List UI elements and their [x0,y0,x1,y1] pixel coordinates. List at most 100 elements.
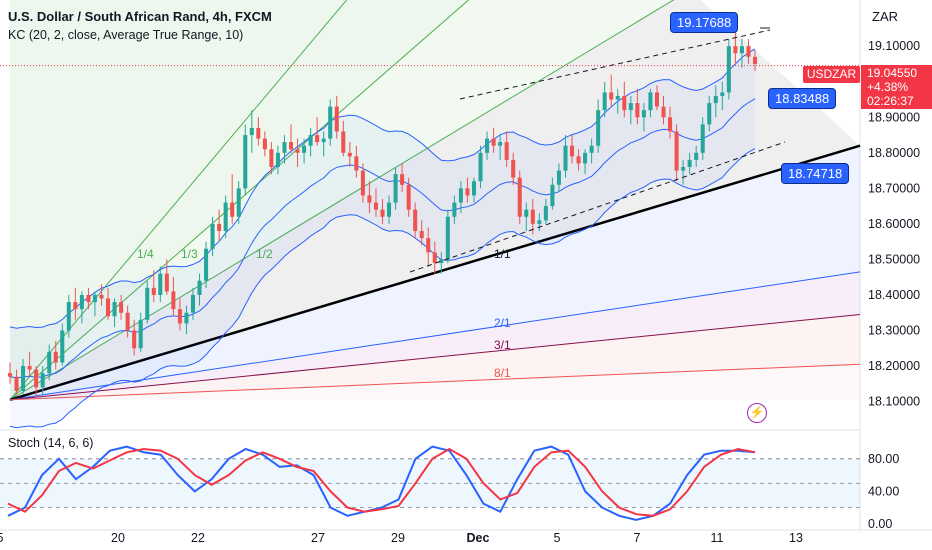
candle-body [275,152,280,168]
candle-body [733,46,738,54]
channel-top [459,29,771,100]
price-tick-label: 18.20000 [868,359,920,373]
candle-body [184,312,189,324]
candle-body [230,202,235,217]
candle-body [21,366,26,391]
candle-body [367,195,372,203]
candle-body [210,223,215,249]
price-flag-kc[interactable]: 18.83488 [768,88,837,109]
candle-body [596,110,601,146]
price-tick-label: 18.10000 [868,395,920,409]
time-tick-label: 29 [391,531,405,545]
channel-bottom [409,141,786,273]
candle-body [530,209,535,224]
candle-body [334,106,339,132]
fan-ray [9,314,861,401]
candle-body [125,312,130,331]
candle-body [628,103,633,111]
candle-body [413,209,418,231]
candle-body [511,159,516,178]
price-flag-top[interactable]: 19.17688 [670,12,739,33]
candle-body [295,149,300,153]
fan-label: 2/1 [494,316,511,330]
candle-body [439,259,444,263]
candle-body [99,294,104,299]
candle-body [341,131,346,153]
candle-body [576,156,581,164]
candle-body [393,174,398,203]
price-tick-label: 19.10000 [868,39,920,53]
fan-ray [9,0,348,401]
last-price: 19.04550 [867,66,918,80]
time-tick-label: 20 [111,531,125,545]
candle-body [315,135,320,143]
candle-body [746,46,751,57]
candle-body [92,294,97,303]
candle-body [151,287,156,295]
candle-body [471,181,477,196]
candle-body [400,174,405,185]
candle-body [589,145,594,153]
price-flag-trend[interactable]: 18.74718 [781,163,850,184]
candle-body [66,302,71,331]
candle-body [713,95,718,104]
candle-body [563,145,568,171]
candle-body [177,309,182,324]
candle-body [426,238,431,253]
candle-body [236,188,241,217]
candle-body [158,273,163,295]
kc-fill [10,49,755,428]
candle-body [60,330,65,363]
candle-body [622,95,627,111]
candle-body [132,330,137,349]
candle-body [569,145,575,157]
candle-body [86,294,91,303]
candle-body [635,103,640,118]
candle-body [498,142,503,146]
candle-body [354,156,359,171]
candle-body [112,302,117,317]
candle-body [249,127,254,136]
price-tick-label: 18.70000 [868,181,920,195]
stoch-tick-label: 40.00 [868,484,899,498]
fan-label: 1/2 [256,247,273,261]
candle-body [373,202,378,210]
price-change: +4.38% [867,80,909,94]
fan-label: 3/1 [494,338,511,352]
candle-body [171,291,176,310]
candle-body [694,152,699,160]
fan-ray [9,363,861,401]
candle-body [262,138,267,150]
candle-body [40,373,45,388]
fan-label: 1/1 [494,247,511,261]
candle-body [681,167,686,171]
candle-body [308,135,313,146]
time-tick-label: 7 [634,531,641,545]
candle-body [654,92,659,107]
candle-body [321,138,326,143]
price-tick-label: 18.50000 [868,252,920,266]
candle-body [583,152,588,164]
candle-body [138,319,143,349]
candle-body [217,223,222,231]
candle-body [452,202,457,217]
candle-body [641,110,646,118]
candle-body [7,373,13,377]
stoch-d-line [7,447,756,517]
candle-body [458,188,463,203]
stoch-tick-label: 0.00 [868,517,892,531]
time-tick-label: 5 [554,531,561,545]
candle-body [648,92,653,111]
lightning-icon[interactable]: ⚡ [747,403,767,423]
last-price-box: 19.04550 +4.38% 02:26:37 [861,65,932,109]
candle-body [164,273,169,292]
candle-body [602,92,607,111]
chart-title: U.S. Dollar / South African Rand, 4h, FX… [8,9,272,24]
candle-body [668,117,673,132]
stoch-k-line [7,445,756,521]
bar-countdown: 02:26:37 [867,94,914,108]
stoch-tick-label: 80.00 [868,452,899,466]
candle-body [478,152,483,182]
currency-label[interactable]: ZAR [872,9,898,24]
